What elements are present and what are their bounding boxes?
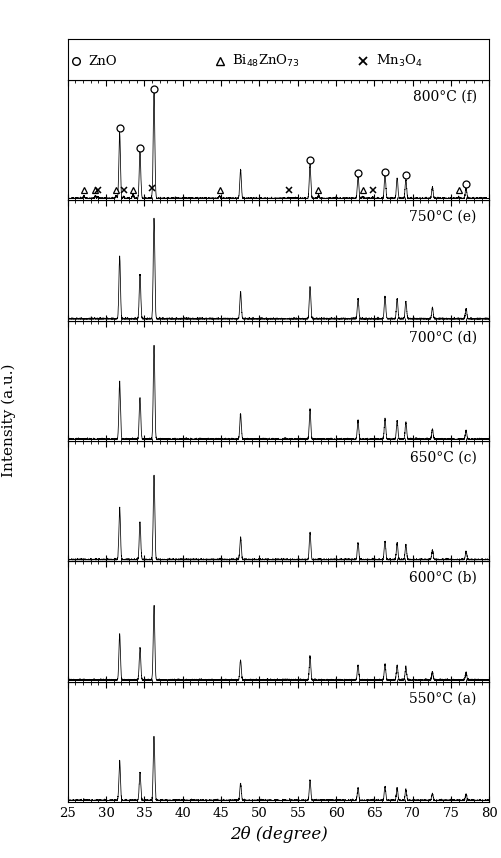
Text: 600°C (b): 600°C (b) (408, 571, 476, 585)
Text: 750°C (e): 750°C (e) (409, 210, 476, 224)
Text: 650°C (c): 650°C (c) (409, 450, 476, 465)
Text: 800°C (f): 800°C (f) (412, 89, 476, 104)
Text: ZnO: ZnO (89, 55, 117, 68)
Text: Intensity (a.u.): Intensity (a.u.) (2, 364, 16, 477)
Text: Mn$_3$O$_4$: Mn$_3$O$_4$ (375, 53, 421, 69)
Text: 550°C (a): 550°C (a) (409, 692, 476, 705)
Text: 2θ (degree): 2θ (degree) (229, 825, 327, 843)
Text: Bi$_{48}$ZnO$_{73}$: Bi$_{48}$ZnO$_{73}$ (232, 53, 300, 69)
Text: 700°C (d): 700°C (d) (408, 330, 476, 344)
